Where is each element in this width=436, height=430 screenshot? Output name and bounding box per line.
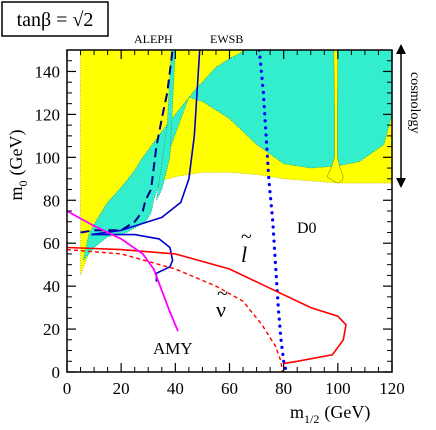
x-tick-label: 80: [275, 379, 292, 398]
sneutrino-tilde: ~: [217, 283, 228, 305]
cyan-strip-region: [156, 50, 176, 201]
x-tick-label: 120: [379, 379, 405, 398]
y-tick-label: 120: [35, 105, 61, 124]
amy-label: AMY: [153, 339, 193, 358]
y-tick-label: 60: [43, 234, 60, 253]
sneutrino-label: ν: [216, 297, 226, 322]
x-tick-label: 0: [63, 379, 72, 398]
tanbeta-badge: tanβ = √2: [1, 1, 109, 37]
y-tick-label: 100: [35, 148, 61, 167]
y-tick-label: 80: [43, 191, 60, 210]
y-tick-label: 0: [52, 363, 61, 382]
amy-line: [67, 210, 179, 332]
yellow-notch-region: [326, 50, 344, 184]
plot-area: [67, 50, 392, 372]
svg-text:m0(GeV): m0(GeV): [6, 130, 30, 201]
y-tick-label: 140: [35, 62, 61, 81]
cyan-region: [83, 50, 392, 261]
axes: 0 20 40 60 80 100 120 0 20 40 60 80 100 120 140: [35, 49, 405, 398]
aleph-label: ALEPH: [134, 32, 173, 46]
ewsb-line-lower: [91, 233, 174, 282]
tanbeta-badge-text: tanβ = √2: [17, 9, 94, 31]
ewsb-label: EWSB: [210, 32, 243, 46]
svg-text:m1/2(GeV): m1/2 (GeV): [290, 402, 370, 426]
ewsb-line-upper: [91, 50, 201, 236]
slepton-tilde: ~: [241, 226, 252, 248]
x-axis-title: m1/2 (GeV): [290, 402, 370, 426]
cosmology-label: cosmology: [407, 72, 422, 133]
y-tick-label: 20: [43, 320, 60, 339]
sneutrino-line: [67, 248, 283, 372]
cosmology-bracket: cosmology: [396, 44, 422, 188]
d0-label: D0: [297, 220, 317, 237]
y-tick-label: 40: [43, 277, 60, 296]
d0-line: [257, 50, 288, 372]
x-tick-label: 100: [325, 379, 351, 398]
x-tick-label: 60: [221, 379, 238, 398]
x-tick-label: 40: [167, 379, 184, 398]
slepton-line: [67, 246, 347, 365]
x-tick-label: 20: [113, 379, 130, 398]
y-axis-title: m0(GeV): [6, 130, 30, 201]
slepton-label: l: [241, 242, 247, 267]
